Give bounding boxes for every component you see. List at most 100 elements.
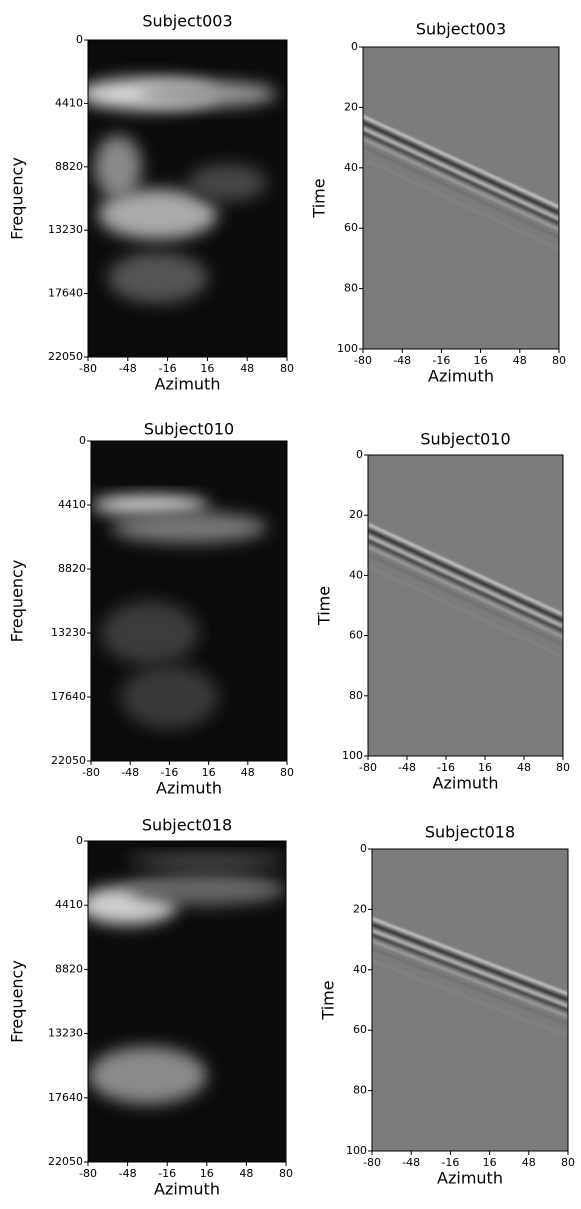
y-tick-label: 100 [337,342,358,355]
y-axis-label: Time [319,980,338,1020]
x-axis-label: Azimuth [155,375,221,394]
x-tick-label: 48 [240,362,254,375]
x-tick-label: 48 [522,1156,536,1169]
y-tick-label: 22050 [51,754,86,767]
heatmap-blob [127,853,286,867]
x-axis-label: Azimuth [156,779,222,798]
heatmap-stripe [372,917,568,995]
heatmap-stripe [372,923,568,1002]
heatmap-blob [110,511,268,544]
x-tick-label: -16 [441,1156,459,1169]
heatmap-layer [88,841,286,1162]
x-tick-label: 80 [556,761,570,774]
x-tick-label: -48 [119,362,137,375]
y-tick-label: 100 [346,1144,367,1157]
heatmap-blob [120,665,219,729]
y-tick-label: 4410 [55,96,83,109]
y-tick-label: 4410 [58,498,86,511]
heatmap-bg [372,849,568,1151]
y-tick-label: 0 [356,448,363,461]
heatmap-stripe [368,523,563,616]
x-tick-label: 48 [513,354,527,367]
plot-frame [367,454,564,757]
heatmap-stripe [372,960,568,1037]
x-tick-label: -80 [363,1156,381,1169]
x-tick-label: 80 [552,354,566,367]
heatmap-stripe [363,121,559,215]
x-tick-label: -80 [79,1167,97,1180]
x-tick-label: -48 [402,1156,420,1169]
y-tick-label: 0 [79,434,86,447]
heatmap-stripe [368,535,563,628]
x-tick-label: 80 [280,766,294,779]
heatmap-blob [137,81,278,107]
heatmap-stripe [372,940,568,1018]
chart-title: Subject018 [425,823,515,842]
x-tick-label: -80 [82,766,100,779]
y-tick-label: 0 [360,842,367,855]
heatmap-stripe [368,553,563,646]
heatmap-layer [372,849,568,1151]
heatmap-image [91,441,287,761]
y-axis-label: Time [310,178,329,218]
heatmap-blob [107,252,208,304]
chart-title: Subject010 [420,430,510,449]
x-tick-label: -16 [160,766,178,779]
y-axis-label: Time [315,586,334,626]
heatmap-blob [97,188,218,240]
x-tick-label: -80 [79,362,97,375]
y-tick-label: 20 [353,902,367,915]
heatmap-stripe [372,947,568,1025]
y-tick-label: 17640 [48,287,83,300]
heatmap-layer [91,441,287,761]
y-axis-label: Frequency [8,960,27,1043]
x-tick-label: 48 [239,1167,253,1180]
y-tick-label: 0 [351,40,358,53]
heatmap-blob [187,163,268,202]
x-tick-label: 16 [202,766,216,779]
heatmap-stripe [363,131,559,225]
chart-title: Subject003 [416,20,506,39]
heatmap-blob [91,495,209,515]
plot-frame [362,46,560,350]
heatmap-stripe [368,565,563,658]
x-tick-label: -80 [354,354,372,367]
x-axis-label: Azimuth [433,774,499,793]
heatmap-stripe [363,115,559,208]
plot-frame [90,440,288,762]
x-tick-label: 16 [200,1167,214,1180]
chart-title: Subject010 [144,420,234,439]
x-tick-label: 80 [279,1167,293,1180]
x-tick-label: 80 [561,1156,575,1169]
y-tick-label: 17640 [48,1091,83,1104]
chart-title: Subject003 [142,12,232,31]
y-tick-label: 8820 [58,562,86,575]
y-tick-label: 40 [349,568,363,581]
y-tick-label: 60 [344,221,358,234]
heatmap-stripe [363,138,559,231]
heatmap-image [368,455,563,756]
heatmap-image [363,47,559,349]
heatmap-stripe [368,528,563,622]
y-tick-label: 80 [349,689,363,702]
x-tick-label: 16 [474,354,488,367]
heatmap-blob [88,1046,207,1105]
y-tick-label: 20 [344,100,358,113]
y-tick-label: 60 [353,1023,367,1036]
heatmap-image [88,40,287,357]
heatmap-stripe [363,127,559,221]
y-tick-label: 13230 [48,1027,83,1040]
x-tick-label: 16 [200,362,214,375]
chart-title: Subject018 [142,816,232,835]
y-tick-label: 22050 [48,350,83,363]
x-tick-label: -80 [359,761,377,774]
y-axis-label: Frequency [8,560,27,643]
x-tick-label: 16 [483,1156,497,1169]
x-tick-label: -16 [159,362,177,375]
heatmap-layer [88,40,287,357]
heatmap-image [372,849,568,1151]
x-tick-label: 48 [517,761,531,774]
x-tick-label: -48 [398,761,416,774]
plot-frame [87,39,288,358]
